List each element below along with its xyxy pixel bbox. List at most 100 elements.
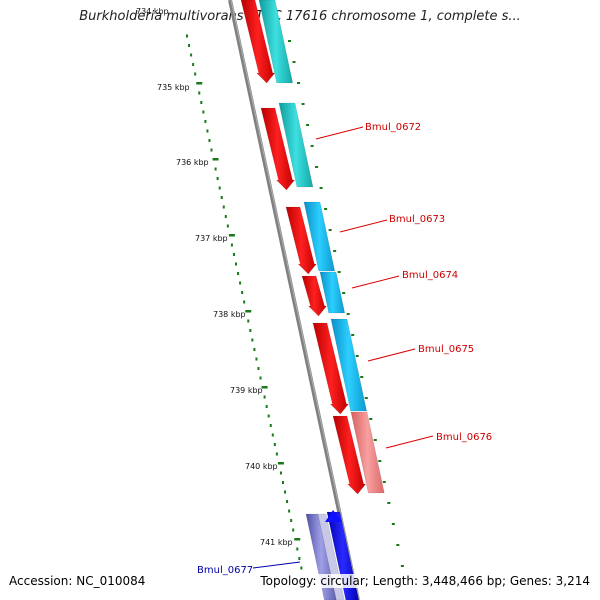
ruler-minor-tick <box>239 281 242 285</box>
gene-feature-sky[interactable] <box>330 318 367 412</box>
feature-tick <box>391 523 395 525</box>
ruler-label: 741 kbp <box>260 538 293 547</box>
ruler-label: 739 kbp <box>230 386 263 395</box>
ruler-minor-tick <box>216 177 219 180</box>
feature-tick <box>360 376 364 378</box>
gene-feature-red[interactable] <box>260 107 296 191</box>
ruler-minor-tick <box>237 272 240 275</box>
feature-tick <box>301 103 305 105</box>
feature-tick <box>324 208 328 210</box>
feature-tick <box>355 355 359 357</box>
ruler-minor-tick <box>220 196 223 199</box>
gene-label-line <box>385 435 434 449</box>
ruler-minor-tick <box>288 509 291 513</box>
ruler-major-tick <box>228 234 235 237</box>
ruler-minor-tick <box>249 329 252 332</box>
ruler-major-tick <box>277 462 284 465</box>
gene-feature-cyan[interactable] <box>258 0 294 84</box>
ruler-minor-tick <box>253 348 256 351</box>
gene-feature-sky[interactable] <box>319 271 346 314</box>
ruler-minor-tick <box>292 528 295 532</box>
ruler-minor-tick <box>214 167 217 171</box>
gene-feature-red[interactable] <box>240 0 276 84</box>
gene-feature-red[interactable] <box>285 206 317 275</box>
feature-tick <box>310 145 314 147</box>
feature-tick <box>319 187 323 189</box>
topology-text: Topology: circular; Length: 3,448,466 bp… <box>260 574 590 588</box>
ruler-minor-tick <box>265 405 268 408</box>
ruler-minor-tick <box>257 367 260 370</box>
ruler-ticks <box>186 34 303 570</box>
ruler-minor-tick <box>208 139 211 142</box>
feature-tick <box>333 250 337 252</box>
ruler-minor-tick <box>247 319 250 323</box>
ruler-minor-tick <box>200 101 203 104</box>
ruler-minor-tick <box>296 547 299 551</box>
ruler-minor-tick <box>194 72 197 76</box>
gene-label-line <box>315 126 364 140</box>
ruler-minor-tick <box>298 557 301 560</box>
feature-tick <box>396 544 400 546</box>
ruler-minor-tick <box>273 443 276 446</box>
gene-feature-sky[interactable] <box>303 201 336 272</box>
feature-tick <box>387 502 391 504</box>
ruler-minor-tick <box>259 376 262 380</box>
ruler-minor-tick <box>269 424 272 427</box>
gene-feature-red[interactable] <box>312 322 350 415</box>
ruler-minor-tick <box>232 253 235 256</box>
gene-feature-cyan[interactable] <box>278 102 314 188</box>
gene-feature-red[interactable] <box>301 275 328 317</box>
gene-label-bmul-0674[interactable]: Bmul_0674 <box>402 270 458 281</box>
gene-label-bmul-0676[interactable]: Bmul_0676 <box>436 432 492 443</box>
ruler-minor-tick <box>204 120 207 123</box>
ruler-minor-tick <box>251 338 254 342</box>
ruler-minor-tick <box>210 148 213 152</box>
gene-features[interactable] <box>240 0 385 600</box>
feature-tick <box>306 124 310 126</box>
gene-label-bmul-0672[interactable]: Bmul_0672 <box>365 122 421 133</box>
feature-tick <box>378 460 382 462</box>
ruler-minor-tick <box>188 44 191 47</box>
feature-tick <box>292 61 296 63</box>
feature-tick <box>342 292 346 294</box>
ruler-minor-tick <box>300 566 303 570</box>
gene-arrow-tip <box>325 510 342 522</box>
ruler-minor-tick <box>218 186 221 190</box>
ruler-minor-tick <box>222 205 225 209</box>
feature-tick <box>382 481 386 483</box>
ruler-major-tick <box>261 386 268 389</box>
feature-tick <box>297 82 301 84</box>
chromosome-backbone <box>228 0 360 600</box>
ruler-minor-tick <box>235 262 238 266</box>
feature-tick <box>315 166 319 168</box>
ruler-minor-tick <box>206 129 209 133</box>
ruler-minor-tick <box>275 452 278 456</box>
ruler-minor-tick <box>226 224 229 228</box>
gene-feature-red[interactable] <box>332 415 367 495</box>
map-title: Burkholderia multivorans ATCC 17616 chro… <box>79 9 521 24</box>
feature-tick <box>337 271 341 273</box>
ruler-label: 737 kbp <box>195 234 228 243</box>
ruler-minor-tick <box>243 300 246 304</box>
ruler-minor-tick <box>192 63 195 66</box>
ruler-minor-tick <box>255 357 258 361</box>
ruler-label: 736 kbp <box>176 158 209 167</box>
gene-label-line <box>351 275 400 289</box>
ruler-label: 738 kbp <box>213 310 246 319</box>
right-ticks <box>288 40 404 567</box>
feature-tick <box>346 313 350 315</box>
gene-label-bmul-0673[interactable]: Bmul_0673 <box>389 214 445 225</box>
feature-tick <box>364 397 368 399</box>
gene-label-bmul-0677[interactable]: Bmul_0677 <box>197 565 253 576</box>
ruler-major-tick <box>196 82 203 85</box>
ruler-major-tick <box>212 158 219 161</box>
ruler-label: 740 kbp <box>245 462 278 471</box>
ruler-minor-tick <box>267 414 270 418</box>
gene-label-bmul-0675[interactable]: Bmul_0675 <box>418 344 474 355</box>
backbone-highlight <box>230 0 360 600</box>
ruler-minor-tick <box>263 395 266 399</box>
gene-feature-salmon[interactable] <box>350 411 385 494</box>
ruler-minor-tick <box>186 34 188 38</box>
ruler-minor-tick <box>284 490 287 494</box>
